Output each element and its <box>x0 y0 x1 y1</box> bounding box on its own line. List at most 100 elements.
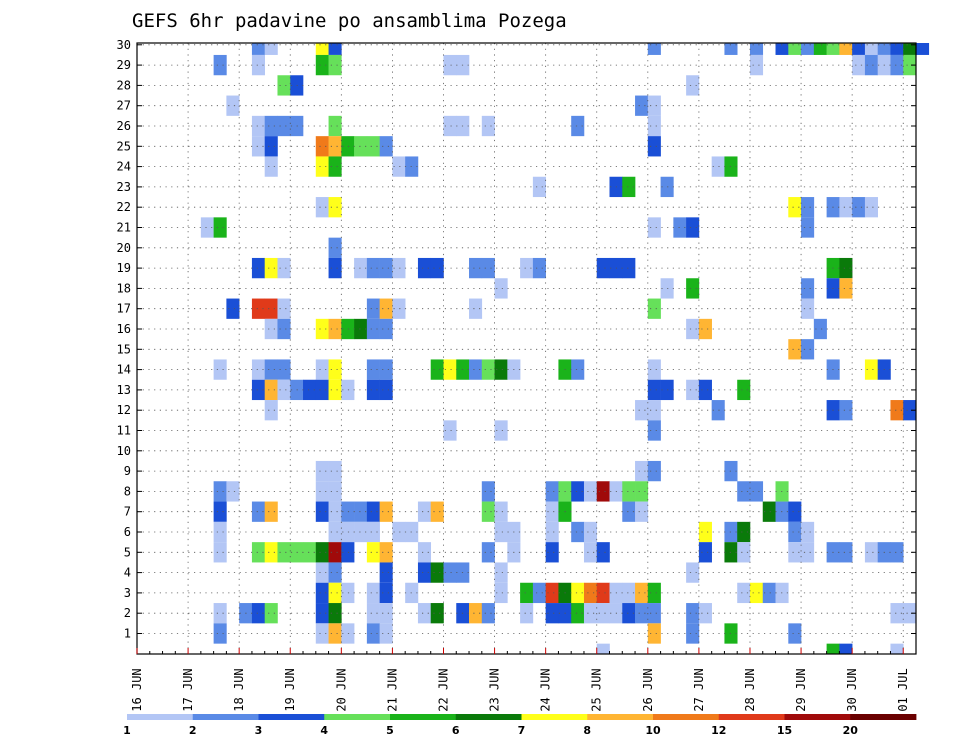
cell <box>366 623 380 644</box>
cell <box>635 582 649 604</box>
cell <box>494 562 508 583</box>
cell <box>596 542 610 563</box>
cell <box>392 521 406 543</box>
cell <box>277 542 291 563</box>
x-tick-label: 19 JUN <box>283 668 297 711</box>
x-tick-label: 26 JUN <box>641 668 655 711</box>
cell <box>673 217 687 238</box>
cell <box>852 197 866 218</box>
colorbar-swatch <box>192 714 259 720</box>
cell <box>315 603 329 624</box>
cell <box>354 318 368 340</box>
cell <box>251 54 265 76</box>
cell <box>315 501 329 522</box>
y-tick-label: 1 <box>124 627 131 641</box>
y-tick-label: 22 <box>117 200 131 214</box>
cell <box>315 54 329 76</box>
cell <box>328 460 342 482</box>
cell <box>481 115 495 137</box>
y-tick-label: 29 <box>117 58 131 72</box>
cell <box>328 237 342 258</box>
cell <box>839 278 853 299</box>
cell <box>328 43 342 55</box>
cell <box>315 156 329 177</box>
cell <box>328 156 342 177</box>
cell <box>596 582 610 604</box>
colorbar-label: 20 <box>843 724 859 737</box>
cell <box>264 136 278 157</box>
cell <box>532 257 546 279</box>
cell <box>596 603 610 624</box>
cell <box>264 359 278 380</box>
y-tick-label: 6 <box>124 525 131 539</box>
cell <box>494 359 508 380</box>
cell <box>698 318 712 340</box>
cell <box>762 501 776 522</box>
cell <box>354 501 368 522</box>
cell <box>277 359 291 380</box>
cell <box>583 542 598 563</box>
cell <box>801 339 815 360</box>
cell <box>749 582 764 604</box>
cell <box>520 603 534 624</box>
cell <box>264 257 278 279</box>
cell <box>801 298 815 319</box>
cell <box>686 318 700 340</box>
cell <box>264 298 278 319</box>
colorbar-label: 8 <box>583 724 591 737</box>
cell <box>622 176 636 198</box>
colorbar-swatch <box>127 714 194 720</box>
cell <box>749 43 764 55</box>
y-tick-label: 14 <box>117 363 131 377</box>
cell <box>328 115 342 137</box>
y-tick-label: 12 <box>117 403 131 417</box>
x-tick-label: 23 JUN <box>488 668 502 711</box>
x-tick-label: 27 JUN <box>692 668 706 711</box>
cell <box>328 562 342 583</box>
colorbar-swatch <box>455 714 522 720</box>
cell <box>366 582 380 604</box>
cell <box>379 318 393 340</box>
cell <box>890 542 904 563</box>
cells-layer <box>200 43 930 654</box>
colorbar-label: 15 <box>777 724 792 737</box>
cell <box>903 43 917 55</box>
y-tick-label: 23 <box>117 180 131 194</box>
y-tick-label: 26 <box>117 119 131 133</box>
cell <box>737 521 751 543</box>
cell <box>251 298 265 319</box>
y-tick-label: 16 <box>117 322 131 336</box>
cell <box>213 481 227 502</box>
cell <box>635 400 649 421</box>
cell <box>328 542 342 563</box>
y-tick-label: 4 <box>124 566 131 580</box>
cell <box>481 257 495 279</box>
cell <box>315 379 329 401</box>
cell <box>481 501 495 522</box>
cell <box>801 278 815 299</box>
cell <box>788 339 802 360</box>
cell <box>749 481 764 502</box>
y-tick-label: 25 <box>117 139 131 153</box>
cell <box>417 501 432 522</box>
cell <box>315 582 329 604</box>
cell <box>494 521 508 543</box>
cell <box>583 521 598 543</box>
y-tick-label: 28 <box>117 78 131 92</box>
cell <box>775 43 789 55</box>
colorbar-label: 2 <box>189 724 197 737</box>
cell <box>481 603 495 624</box>
y-tick-label: 8 <box>124 484 131 498</box>
cell <box>545 481 559 502</box>
y-tick-label: 9 <box>124 464 131 478</box>
x-tick-label: 18 JUN <box>232 668 246 711</box>
cell <box>213 54 227 76</box>
cell <box>379 582 393 604</box>
colorbar-swatch <box>587 714 654 720</box>
cell <box>379 257 393 279</box>
cell <box>622 481 636 502</box>
cell <box>647 359 661 380</box>
cell <box>622 582 636 604</box>
cell <box>277 75 291 96</box>
cell <box>277 298 291 319</box>
